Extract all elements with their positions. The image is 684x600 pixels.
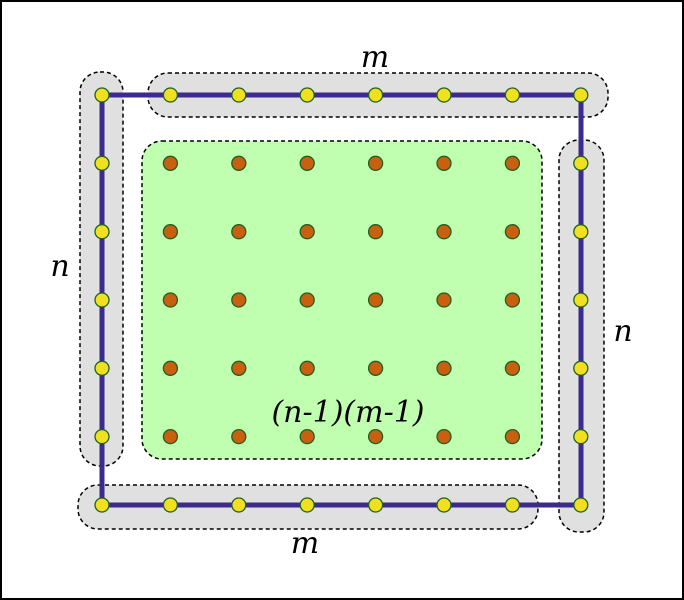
interior-dot [162,155,179,171]
boundary-dot [94,292,110,308]
boundary-dot [94,155,110,171]
boundary-dot [94,87,110,103]
right-label: n [613,314,632,349]
interior-dot [231,155,247,171]
boundary-dot [504,497,521,513]
interior-dot [231,428,247,445]
interior-dot [162,428,179,445]
boundary-dot [299,87,315,103]
interior-dot [504,224,521,240]
interior-dot [504,428,521,445]
dots-layer [94,87,589,513]
interior-dot [162,292,179,308]
interior-dot [231,360,247,376]
interior-dot [436,224,452,240]
boundary-dot [94,224,110,240]
interior-dot [299,224,315,240]
boundary-dot [231,87,247,103]
interior-dot [436,292,452,308]
top-label: m [361,40,389,75]
boundary-dot [94,360,110,376]
boundary-dot [162,497,179,513]
boundary-dot [573,292,589,308]
boundary-dot [436,87,452,103]
interior-dot [231,224,247,240]
interior-dot [504,360,521,376]
boundary-dot [436,497,452,513]
interior-dot [299,292,315,308]
boundary-dot [162,87,179,103]
interior-dot [504,292,521,308]
interior-region [141,140,543,460]
left-label: n [50,249,69,284]
interior-dot [367,360,384,376]
interior-dot [231,292,247,308]
boundary-dot [94,497,110,513]
boundary-dot [231,497,247,513]
interior-dot [504,155,521,171]
interior-label: (n-1)(m-1) [271,395,424,430]
boundary-dot [573,224,589,240]
boundary-dot [504,87,521,103]
interior-dot [367,292,384,308]
interior-dot [436,360,452,376]
interior-dot [162,224,179,240]
interior-dot [162,360,179,376]
interior-dot [367,428,384,445]
boundary-dot [367,497,384,513]
boundary-dot [573,360,589,376]
interior-dot [367,224,384,240]
interior-dot [367,155,384,171]
boundary-dot [573,87,589,103]
interior-dot [299,428,315,445]
interior-dot [436,155,452,171]
interior-dot [299,155,315,171]
interior-dot [299,360,315,376]
bottom-label: m [291,526,319,561]
boundary-dot [94,428,110,445]
boundary-dot [367,87,384,103]
interior-dot [436,428,452,445]
boundary-dot [299,497,315,513]
boundary-dot [573,497,589,513]
boundary-dot [573,428,589,445]
boundary-dot [573,155,589,171]
